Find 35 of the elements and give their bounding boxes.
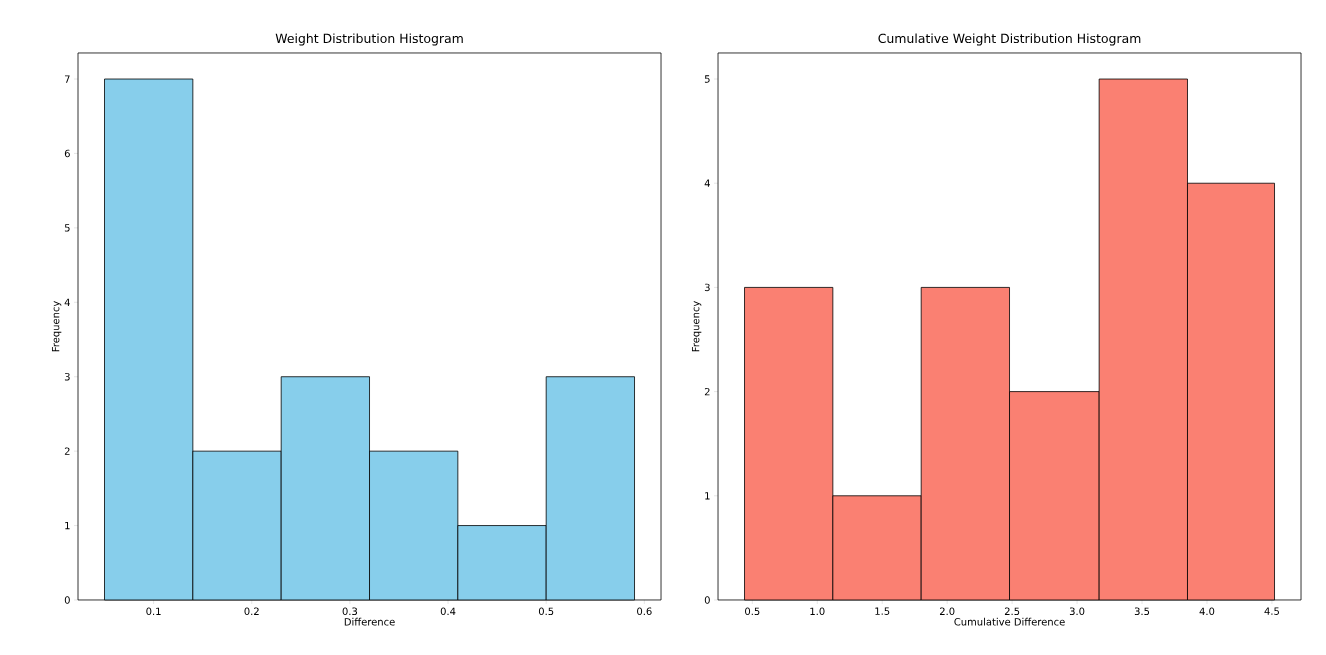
chart-title: Cumulative Weight Distribution Histogram [878,33,1141,46]
x-axis-title: Cumulative Difference [954,617,1065,626]
y-tick-label: 2 [704,387,710,396]
y-tick-label: 5 [64,224,70,232]
x-tick-label: 0.6 [637,607,652,616]
x-tick-label: 0.2 [244,607,259,616]
chart-title: Weight Distribution Histogram [275,33,463,46]
x-tick-label: 3.0 [1069,607,1085,616]
y-tick-label: 6 [64,149,70,158]
y-tick-label: 4 [64,298,70,306]
x-tick-label: 2.5 [1004,607,1020,616]
y-axis-title: Frequency [691,301,702,352]
x-tick-label: 0.4 [440,607,456,616]
y-tick-label: 3 [64,372,70,381]
x-tick-label: 0.5 [538,607,554,616]
y-tick-label: 5 [704,75,710,83]
x-tick-label: 0.1 [146,607,161,616]
x-axis-title: Difference [344,617,395,626]
y-tick-label: 0 [704,596,710,604]
x-tick-label: 1.5 [875,607,890,615]
y-tick-label: 1 [65,521,70,530]
x-tick-label: 4.5 [1264,607,1279,615]
x-tick-label: 4.0 [1199,607,1215,616]
y-tick-label: 7 [64,75,70,83]
x-tick-label: 1.0 [810,607,825,616]
y-axis-title: Frequency [51,301,62,352]
x-tick-label: 2.0 [939,607,955,616]
y-tick-label: 0 [64,596,70,604]
x-tick-label: 0.5 [745,607,760,616]
y-tick-label: 3 [704,283,710,292]
y-tick-label: 4 [704,179,710,187]
y-tick-label: 1 [705,492,710,500]
y-tick-label: 2 [64,447,70,455]
x-tick-label: 0.3 [342,607,358,616]
x-tick-label: 3.5 [1134,607,1150,616]
